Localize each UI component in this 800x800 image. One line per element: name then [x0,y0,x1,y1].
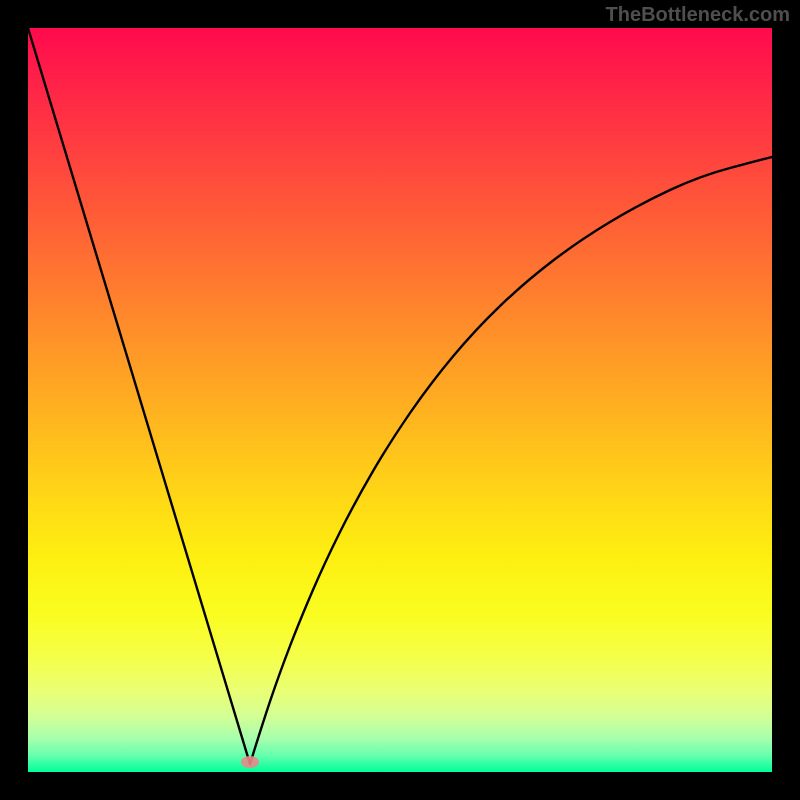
watermark-text: TheBottleneck.com [606,4,790,27]
chart-canvas: TheBottleneck.com [0,0,800,800]
min-marker [241,756,259,768]
bottleneck-curve-chart [0,0,800,800]
